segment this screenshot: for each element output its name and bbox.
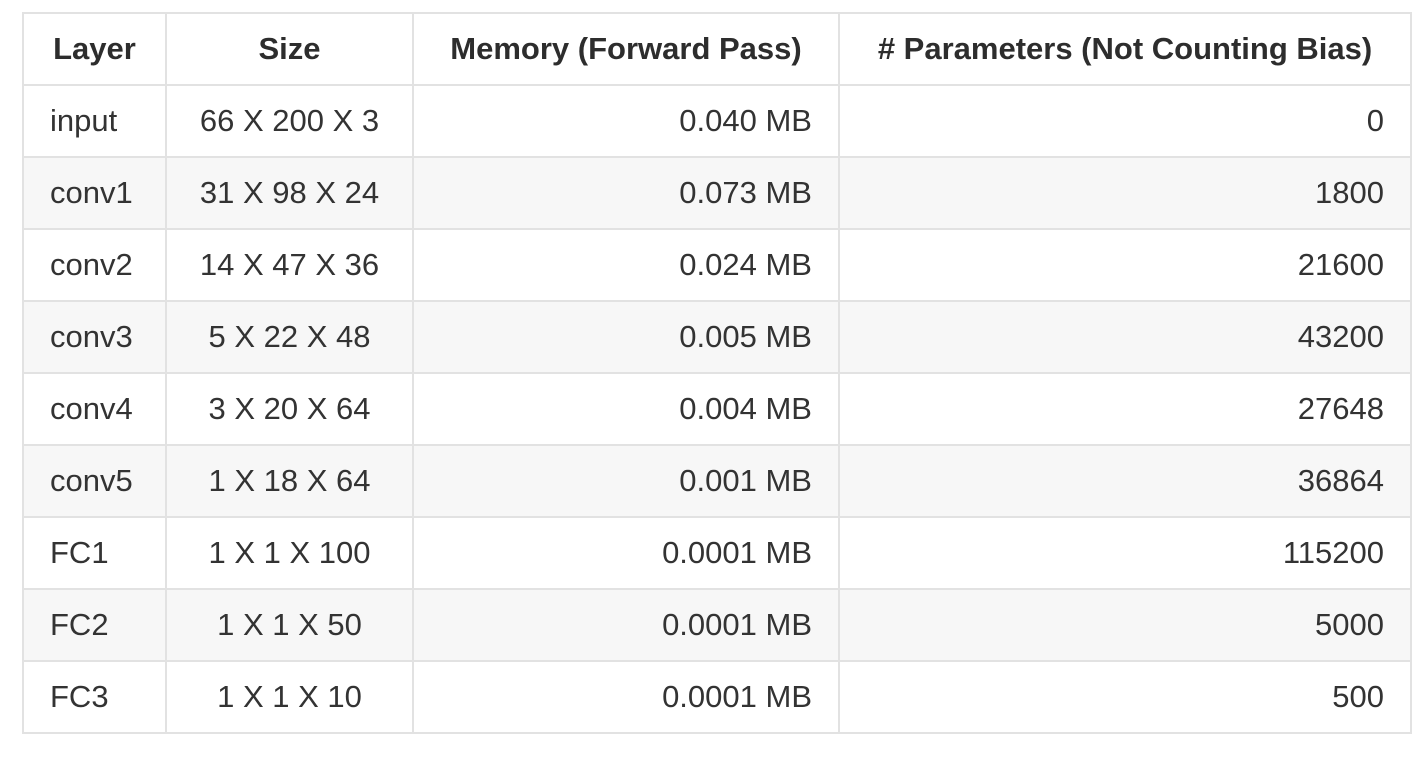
column-header-params: # Parameters (Not Counting Bias) — [838, 12, 1412, 86]
params-cell: 0 — [838, 84, 1412, 158]
size-cell: 5 X 22 X 48 — [165, 300, 414, 374]
size-cell: 1 X 1 X 50 — [165, 588, 414, 662]
cnn-layer-summary-table: Layer Size Memory (Forward Pass) # Param… — [22, 12, 1412, 734]
params-cell: 500 — [838, 660, 1412, 734]
table-row: conv5 1 X 18 X 64 0.001 MB 36864 — [22, 444, 1412, 518]
table-row: conv3 5 X 22 X 48 0.005 MB 43200 — [22, 300, 1412, 374]
column-header-layer: Layer — [22, 12, 167, 86]
memory-cell: 0.024 MB — [412, 228, 840, 302]
params-cell: 36864 — [838, 444, 1412, 518]
layer-cell: conv1 — [22, 156, 167, 230]
size-cell: 14 X 47 X 36 — [165, 228, 414, 302]
table-row: input 66 X 200 X 3 0.040 MB 0 — [22, 84, 1412, 158]
layer-cell: input — [22, 84, 167, 158]
memory-cell: 0.040 MB — [412, 84, 840, 158]
params-cell: 1800 — [838, 156, 1412, 230]
layer-cell: conv4 — [22, 372, 167, 446]
layer-cell: conv2 — [22, 228, 167, 302]
layer-cell: FC2 — [22, 588, 167, 662]
table-row: conv4 3 X 20 X 64 0.004 MB 27648 — [22, 372, 1412, 446]
params-cell: 27648 — [838, 372, 1412, 446]
column-header-memory: Memory (Forward Pass) — [412, 12, 840, 86]
header-row: Layer Size Memory (Forward Pass) # Param… — [22, 12, 1412, 86]
params-cell: 43200 — [838, 300, 1412, 374]
memory-cell: 0.005 MB — [412, 300, 840, 374]
table-row: FC3 1 X 1 X 10 0.0001 MB 500 — [22, 660, 1412, 734]
size-cell: 1 X 18 X 64 — [165, 444, 414, 518]
size-cell: 31 X 98 X 24 — [165, 156, 414, 230]
memory-cell: 0.004 MB — [412, 372, 840, 446]
memory-cell: 0.0001 MB — [412, 588, 840, 662]
table-row: conv1 31 X 98 X 24 0.073 MB 1800 — [22, 156, 1412, 230]
memory-cell: 0.073 MB — [412, 156, 840, 230]
size-cell: 1 X 1 X 10 — [165, 660, 414, 734]
table-row: conv2 14 X 47 X 36 0.024 MB 21600 — [22, 228, 1412, 302]
column-header-size: Size — [165, 12, 414, 86]
table-row: FC2 1 X 1 X 50 0.0001 MB 5000 — [22, 588, 1412, 662]
layer-cell: conv3 — [22, 300, 167, 374]
table-row: FC1 1 X 1 X 100 0.0001 MB 115200 — [22, 516, 1412, 590]
layer-cell: FC1 — [22, 516, 167, 590]
params-cell: 5000 — [838, 588, 1412, 662]
layer-cell: conv5 — [22, 444, 167, 518]
layer-cell: FC3 — [22, 660, 167, 734]
memory-cell: 0.001 MB — [412, 444, 840, 518]
size-cell: 1 X 1 X 100 — [165, 516, 414, 590]
memory-cell: 0.0001 MB — [412, 516, 840, 590]
size-cell: 3 X 20 X 64 — [165, 372, 414, 446]
memory-cell: 0.0001 MB — [412, 660, 840, 734]
params-cell: 115200 — [838, 516, 1412, 590]
size-cell: 66 X 200 X 3 — [165, 84, 414, 158]
params-cell: 21600 — [838, 228, 1412, 302]
